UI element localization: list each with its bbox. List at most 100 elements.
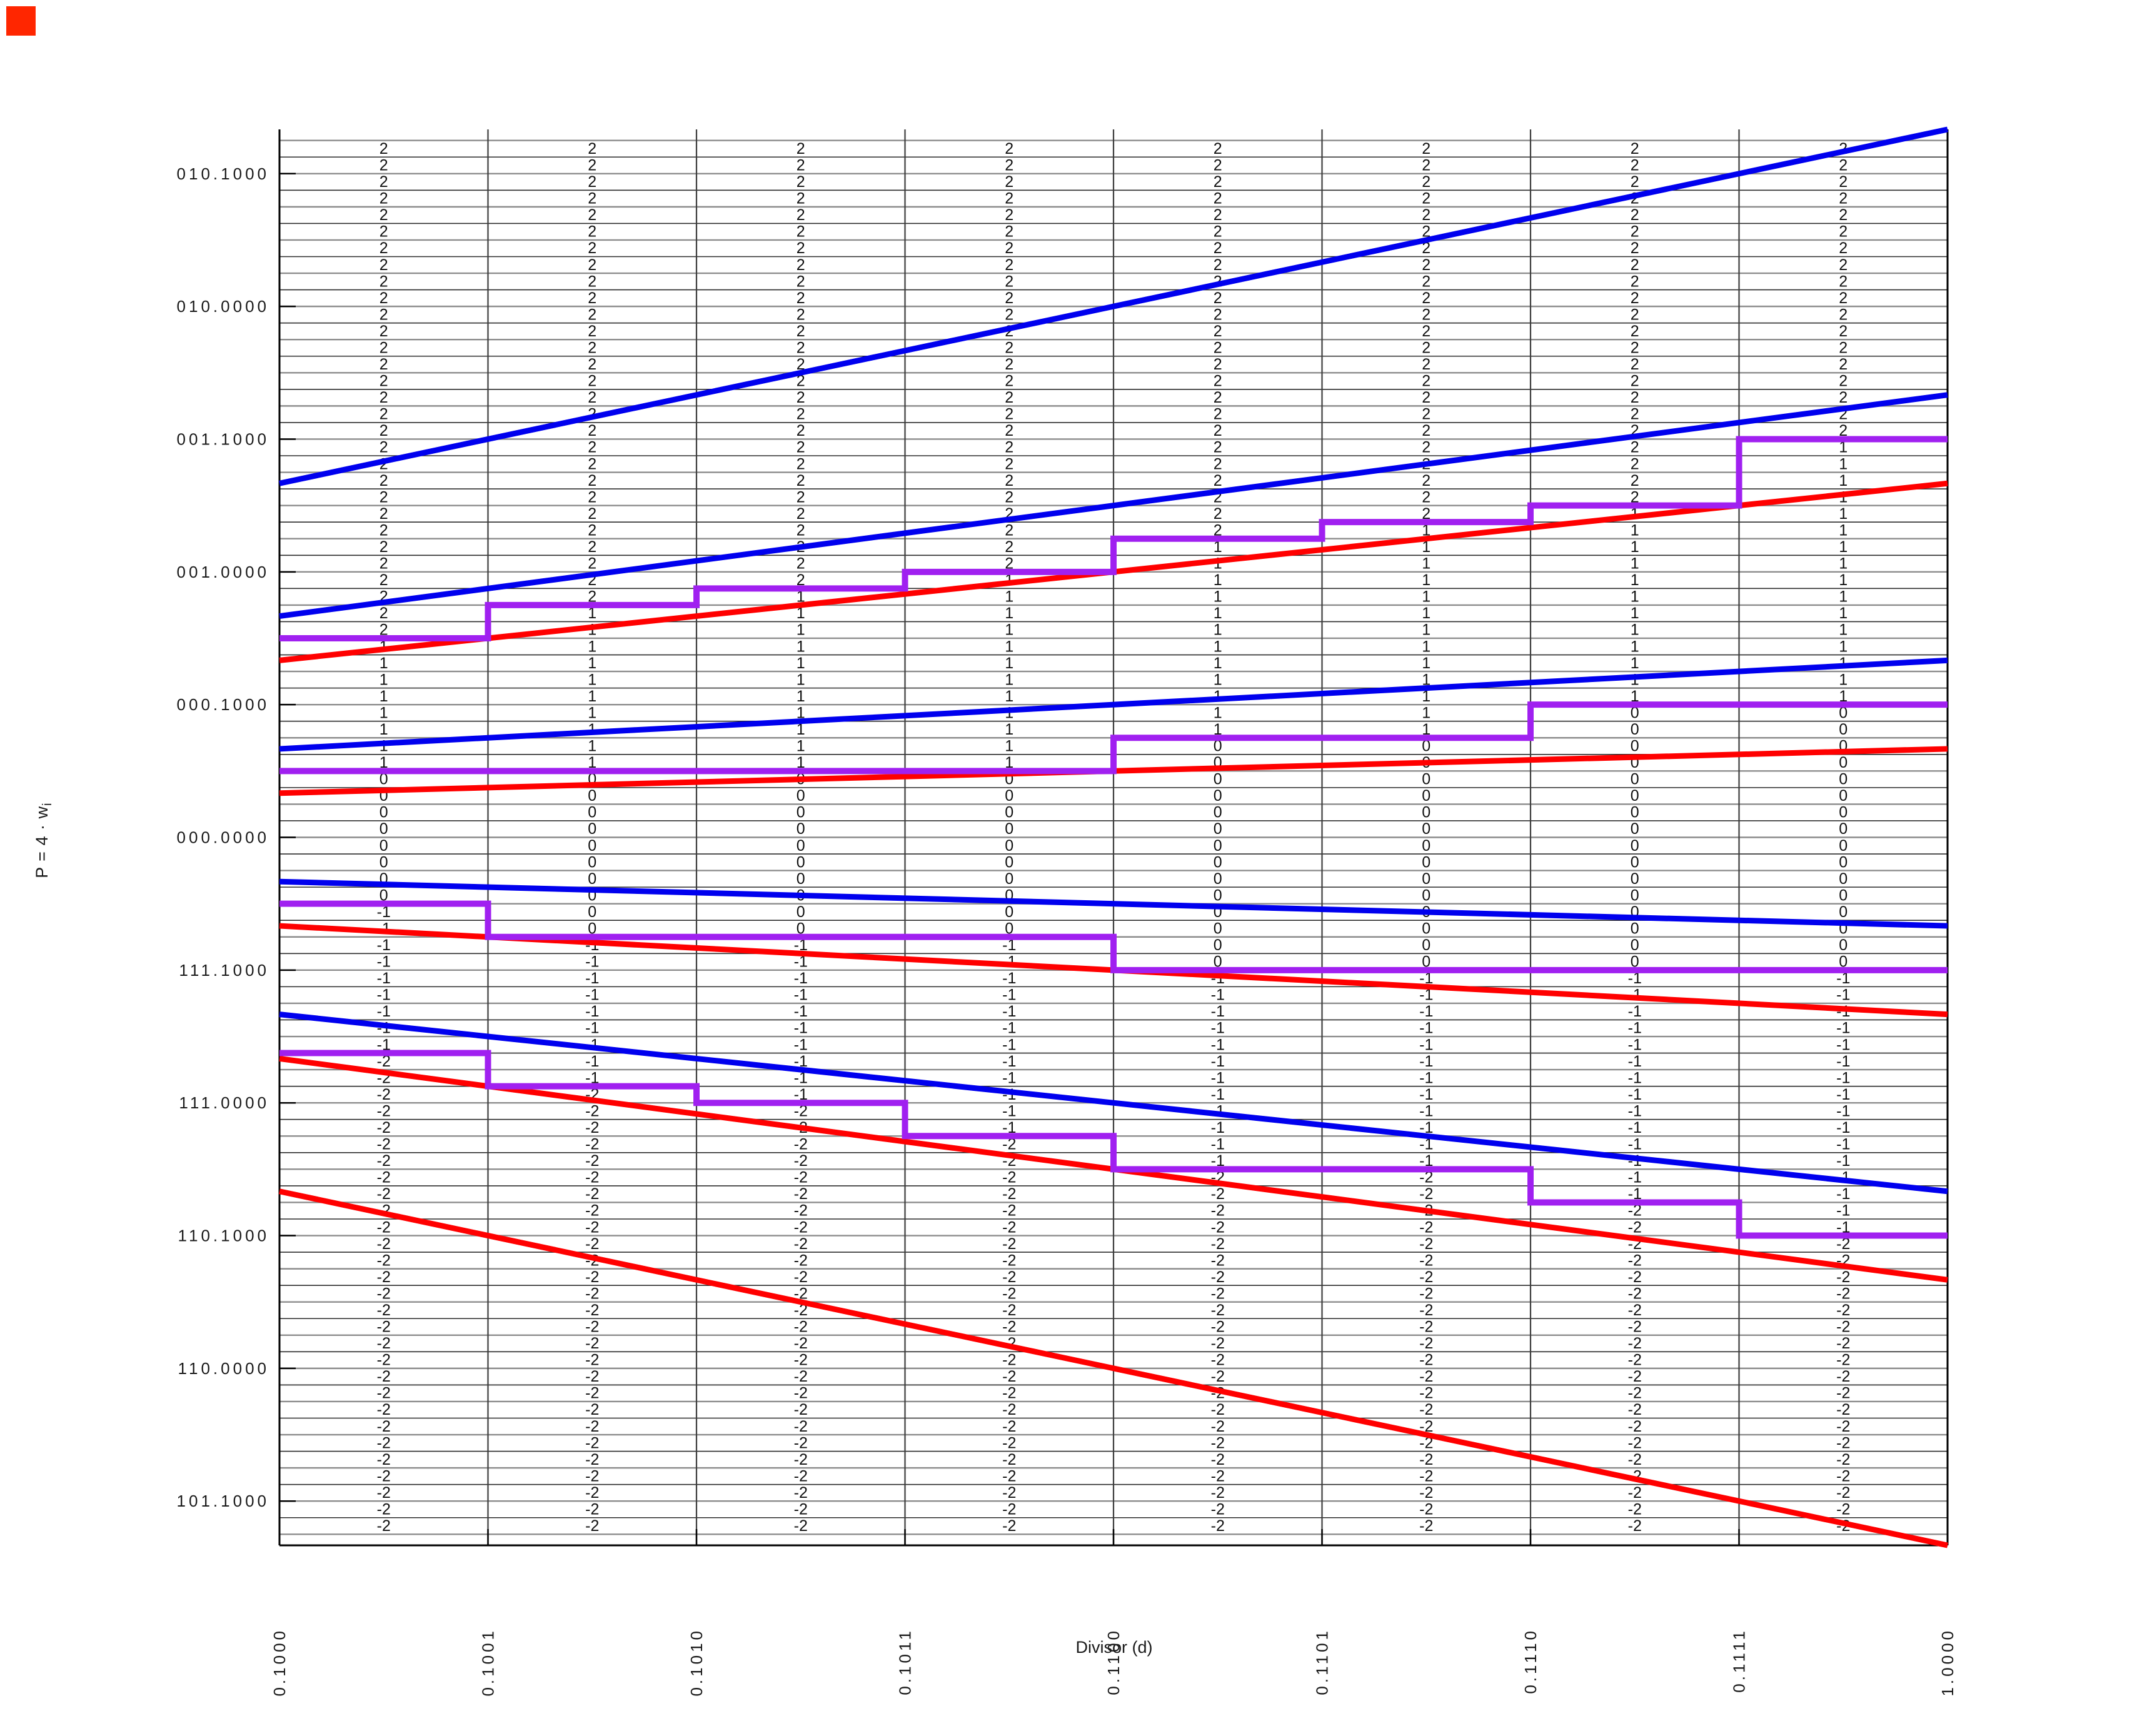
digit-cell-label: -1 xyxy=(1419,970,1433,987)
digit-cell-label: -2 xyxy=(377,1053,391,1070)
digit-cell-label: 0 xyxy=(1839,853,1848,871)
y-tick-label: 101.1000 xyxy=(177,1492,269,1510)
staircase-m0 xyxy=(279,900,1948,973)
digit-cell-label: -2 xyxy=(1836,1368,1850,1385)
digit-cell-label: -2 xyxy=(1211,1318,1225,1336)
x-tick-label: 0.1010 xyxy=(687,1628,706,1697)
digit-cell-label: 0 xyxy=(1422,787,1430,805)
digit-cell-label: 2 xyxy=(1422,157,1430,174)
digit-cell-label: 1 xyxy=(380,671,388,688)
digit-cell-label: -2 xyxy=(1002,1352,1016,1369)
digit-cell-label: 1 xyxy=(1839,638,1848,655)
digit-cell-label: 2 xyxy=(1631,472,1639,489)
digit-cell-label: -2 xyxy=(585,1102,599,1120)
x-tick-label: 0.1011 xyxy=(896,1628,915,1695)
digit-cell-label: -2 xyxy=(1628,1285,1642,1302)
digit-cell-label: 2 xyxy=(588,373,596,390)
digit-cell-label: 2 xyxy=(1422,140,1430,158)
digit-cell-label: 2 xyxy=(588,538,596,556)
digit-cell-label: 2 xyxy=(1422,356,1430,373)
digit-cell-label: -2 xyxy=(1211,1500,1225,1518)
digit-cell-label: 2 xyxy=(588,289,596,307)
digit-cell-label: 1 xyxy=(797,704,805,721)
digit-cell-label: -2 xyxy=(1002,1385,1016,1402)
y-tick-label: 110.1000 xyxy=(178,1227,269,1245)
digit-cell-label: -1 xyxy=(794,953,808,971)
y-tick-label: 000.0000 xyxy=(177,828,269,847)
digit-cell-label: -1 xyxy=(1002,1020,1016,1037)
digit-cell-label: 2 xyxy=(380,173,388,191)
digit-cell-label: 2 xyxy=(797,190,805,208)
digit-cell-label: -2 xyxy=(377,1318,391,1336)
digit-cell-label: -1 xyxy=(377,903,391,921)
digit-cell-label: 1 xyxy=(1422,588,1430,606)
digit-cell-label: -1 xyxy=(1211,1119,1225,1136)
digit-cell-label: -2 xyxy=(585,1484,599,1502)
digit-cell-label: 0 xyxy=(1422,853,1430,871)
digit-cell-label: -1 xyxy=(1628,1169,1642,1187)
digit-cell-label: 2 xyxy=(380,439,388,456)
digit-cell-label: -1 xyxy=(1836,1069,1850,1086)
digit-cell-label: 2 xyxy=(1631,306,1639,323)
digit-cell-label: 1 xyxy=(380,655,388,672)
digit-cell-label: 0 xyxy=(588,804,596,821)
digit-cell-label: 1 xyxy=(588,688,596,705)
digit-cell-label: 0 xyxy=(1422,870,1430,888)
digit-cell-label: -2 xyxy=(377,1401,391,1418)
digit-cell-label: -2 xyxy=(1002,1302,1016,1319)
digit-cell-label: -2 xyxy=(585,1385,599,1402)
digit-cell-label: 2 xyxy=(588,472,596,489)
digit-cell-label: 2 xyxy=(588,173,596,191)
digit-cell-label: 2 xyxy=(797,206,805,224)
digit-cell-label: 0 xyxy=(1631,787,1639,805)
staircase-m2 xyxy=(279,436,1948,641)
digit-cell-label: -2 xyxy=(1419,1218,1433,1236)
digit-cell-label: -1 xyxy=(1628,1053,1642,1070)
digit-cell-label: 0 xyxy=(1839,787,1848,805)
digit-cell-label: -2 xyxy=(1002,1418,1016,1435)
digit-cell-label: -1 xyxy=(1419,1020,1433,1037)
digit-cell-label: 0 xyxy=(1631,771,1639,788)
digit-cell-label: 2 xyxy=(797,323,805,340)
digit-cell-label: -2 xyxy=(377,1152,391,1170)
digit-cell-label: -2 xyxy=(585,1500,599,1518)
digit-cell-label: -2 xyxy=(377,1368,391,1385)
digit-cell-label: 2 xyxy=(1631,439,1639,456)
digit-cell-label: 2 xyxy=(380,289,388,307)
digit-cell-label: 2 xyxy=(797,140,805,158)
digit-cell-label: -2 xyxy=(794,1401,808,1418)
digit-cell-label: -2 xyxy=(1002,1136,1016,1153)
digit-cell-label: -2 xyxy=(1628,1517,1642,1535)
digit-cell-label: 2 xyxy=(380,406,388,423)
digit-cell-label: -1 xyxy=(1419,1053,1433,1070)
x-tick-label: 0.1100 xyxy=(1104,1628,1123,1695)
digit-cell-label: -1 xyxy=(1002,1053,1016,1070)
digit-cell-label: -1 xyxy=(377,1003,391,1020)
digit-cell-label: -2 xyxy=(1628,1401,1642,1418)
digit-cell-label: -2 xyxy=(585,1335,599,1352)
digit-cell-label: -2 xyxy=(585,1451,599,1468)
digit-cell-label: 1 xyxy=(588,704,596,721)
digit-cell-label: 2 xyxy=(380,157,388,174)
digit-cell-label: 2 xyxy=(380,373,388,390)
digit-cell-label: -1 xyxy=(1211,1003,1225,1020)
digit-cell-label: -2 xyxy=(1211,1467,1225,1485)
digit-cell-label: 2 xyxy=(1005,356,1013,373)
digit-cell-label: -2 xyxy=(377,1119,391,1136)
digit-cell-label: 2 xyxy=(1839,157,1848,174)
digit-cell-label: 1 xyxy=(797,621,805,639)
digit-cell-label: 0 xyxy=(588,920,596,937)
digit-cell-label: -2 xyxy=(1628,1385,1642,1402)
digit-cell-label: 0 xyxy=(588,903,596,921)
digit-cell-label: 0 xyxy=(1839,771,1848,788)
digit-cell-label: 2 xyxy=(797,571,805,589)
digit-cell-label: -2 xyxy=(1628,1335,1642,1352)
x-tick-label: 0.1001 xyxy=(479,1628,498,1697)
digit-cell-label: -1 xyxy=(1419,986,1433,1004)
digit-cell-label: 2 xyxy=(1422,190,1430,208)
digit-cell-label: -2 xyxy=(1211,1418,1225,1435)
digit-cell-label: 2 xyxy=(1214,306,1222,323)
digit-cell-label: 2 xyxy=(380,223,388,241)
digit-cell-label: -1 xyxy=(1419,1086,1433,1103)
digit-cell-label: -2 xyxy=(1419,1500,1433,1518)
